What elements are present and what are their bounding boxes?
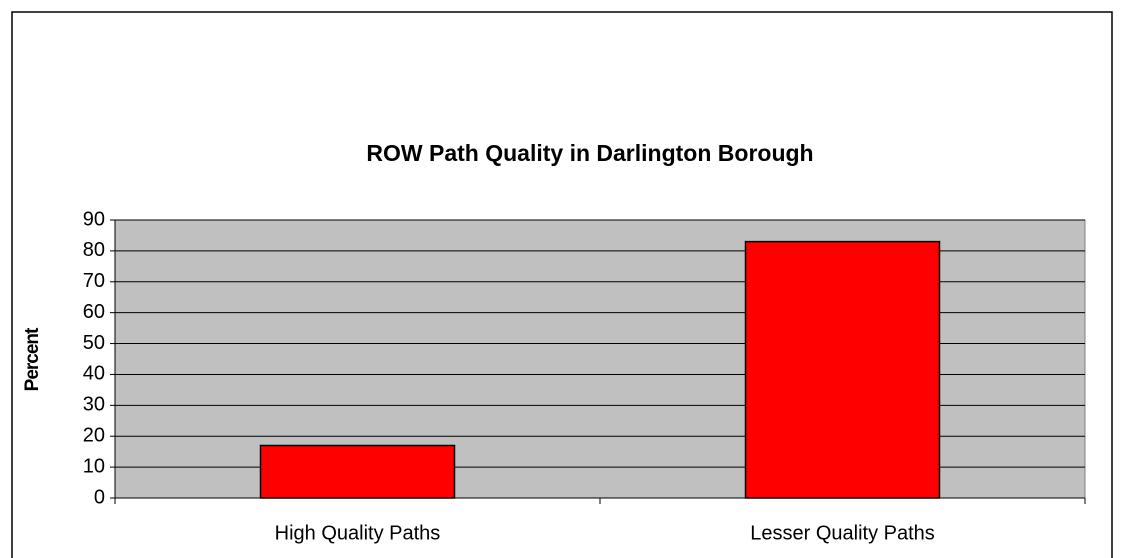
bar <box>259 444 456 499</box>
x-tick-label: High Quality Paths <box>275 522 441 544</box>
chart-frame <box>11 11 1113 558</box>
y-tick-label: 60 <box>83 301 105 323</box>
y-tick-label: 90 <box>83 208 105 230</box>
y-axis-label: Percent <box>22 327 43 391</box>
y-tick-label: 70 <box>83 270 105 292</box>
bar <box>744 240 941 499</box>
y-tick-label: 80 <box>83 239 105 261</box>
y-tick-label: 40 <box>83 363 105 385</box>
x-tick-label: Lesser Quality Paths <box>750 522 935 544</box>
y-tick-label: 20 <box>83 425 105 447</box>
y-tick-label: 10 <box>83 455 105 477</box>
y-tick-label: 50 <box>83 332 105 354</box>
y-tick-label: 30 <box>83 394 105 416</box>
y-tick-label: 0 <box>94 486 105 508</box>
chart-title: ROW Path Quality in Darlington Borough <box>366 140 813 166</box>
